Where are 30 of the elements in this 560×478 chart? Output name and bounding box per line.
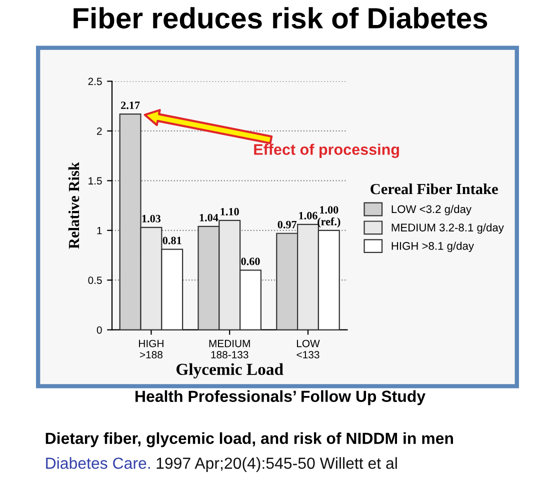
x-tick-label: LOW <133: [296, 340, 320, 358]
y-tick-label: 1.5: [88, 177, 102, 185]
legend-label: MEDIUM 3.2-8.1 g/day: [392, 223, 504, 234]
data-label: 1.04: [200, 214, 218, 222]
text: 1997 Apr;20(4):545-50 Willett et al: [156, 457, 397, 472]
y-tick-label: 2: [97, 127, 102, 135]
y-tick-label: 0.5: [88, 276, 102, 284]
x-tick-label: HIGH >188: [139, 340, 164, 358]
y-axis-title: Relative Risk: [68, 162, 80, 249]
x-axis-title: Glycemic Load: [176, 363, 284, 378]
text: Diabetes Care.: [46, 457, 150, 469]
data-label: 1.03: [142, 214, 161, 222]
data-label: 0.97: [278, 220, 297, 228]
y-tick-label: 2.5: [88, 78, 102, 86]
text: Health Professionals’ Follow Up Study: [136, 390, 426, 406]
data-label: 1.00 (ref.): [318, 206, 340, 228]
data-label: 1.10: [220, 208, 239, 216]
legend-label: HIGH >8.1 g/day: [392, 242, 474, 252]
legend-label: LOW <3.2 g/day: [392, 204, 472, 216]
y-tick-label: 0: [96, 326, 102, 334]
data-label: 1.06: [299, 212, 318, 220]
legend-title: Cereal Fiber Intake: [370, 183, 498, 194]
data-label: 0.60: [241, 258, 260, 266]
chart-title: Fiber reduces risk of Diabetes: [74, 7, 488, 29]
data-label: 2.17: [121, 102, 140, 110]
y-tick-label: 1: [97, 227, 102, 234]
x-tick-label: MEDIUM 188-133: [209, 340, 250, 358]
text: Dietary fiber, glycemic load, and risk of NIDDM in men: [46, 432, 453, 448]
data-label: 0.81: [162, 236, 182, 244]
annotation: Effect of processing: [254, 144, 399, 158]
